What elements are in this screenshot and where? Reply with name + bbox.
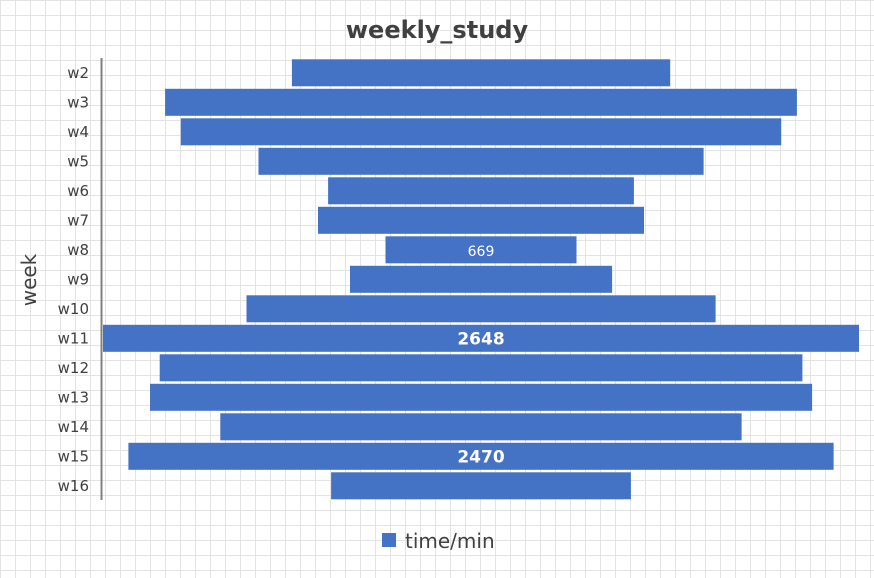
bar-w10 xyxy=(246,295,716,323)
legend-label: time/min xyxy=(405,529,495,553)
bar-w3 xyxy=(165,88,797,116)
legend-swatch xyxy=(382,533,396,547)
bar-w16 xyxy=(331,472,631,500)
bar-w4 xyxy=(180,118,782,146)
y-tick-label: w10 xyxy=(58,300,89,318)
chart-title: weekly_study xyxy=(346,16,529,44)
bar-w9 xyxy=(350,265,613,293)
bar-w12 xyxy=(159,354,803,382)
data-label-w11: 2648 xyxy=(457,329,504,349)
y-tick-label: w3 xyxy=(67,93,89,111)
y-tick-label: w13 xyxy=(58,388,89,406)
bar-w13 xyxy=(150,383,813,411)
y-tick-label: w16 xyxy=(58,477,89,495)
y-tick-label: w12 xyxy=(58,359,89,377)
y-tick-label: w5 xyxy=(67,152,89,170)
bar-w6 xyxy=(328,177,634,205)
y-tick-label: w4 xyxy=(67,123,89,141)
legend: time/min xyxy=(382,529,495,553)
bar-w7 xyxy=(318,206,644,234)
y-tick-label: w14 xyxy=(58,418,89,436)
data-label-w15: 2470 xyxy=(457,447,504,467)
y-tick-label: w8 xyxy=(67,241,89,259)
y-tick-label: w15 xyxy=(58,447,89,465)
y-tick-label: w6 xyxy=(67,182,89,200)
bar-w5 xyxy=(258,147,704,175)
bar-w2 xyxy=(291,59,671,87)
bar-w8 xyxy=(385,236,577,264)
bar-w14 xyxy=(220,413,742,441)
y-tick-label: w11 xyxy=(58,329,89,347)
bar-w11 xyxy=(103,324,859,352)
data-label-w8: 669 xyxy=(468,244,495,260)
y-axis-label: week xyxy=(17,253,41,306)
bar-w15 xyxy=(128,442,834,470)
y-tick-label: w2 xyxy=(67,64,89,82)
y-tick-label: w9 xyxy=(67,270,89,288)
plot-area: w2 w3 w4 w5 w6 w7 w8 669 w9 w10 w11 2648 w12 w13 w14 w1… xyxy=(58,59,859,500)
y-tick-label: w7 xyxy=(67,211,89,229)
